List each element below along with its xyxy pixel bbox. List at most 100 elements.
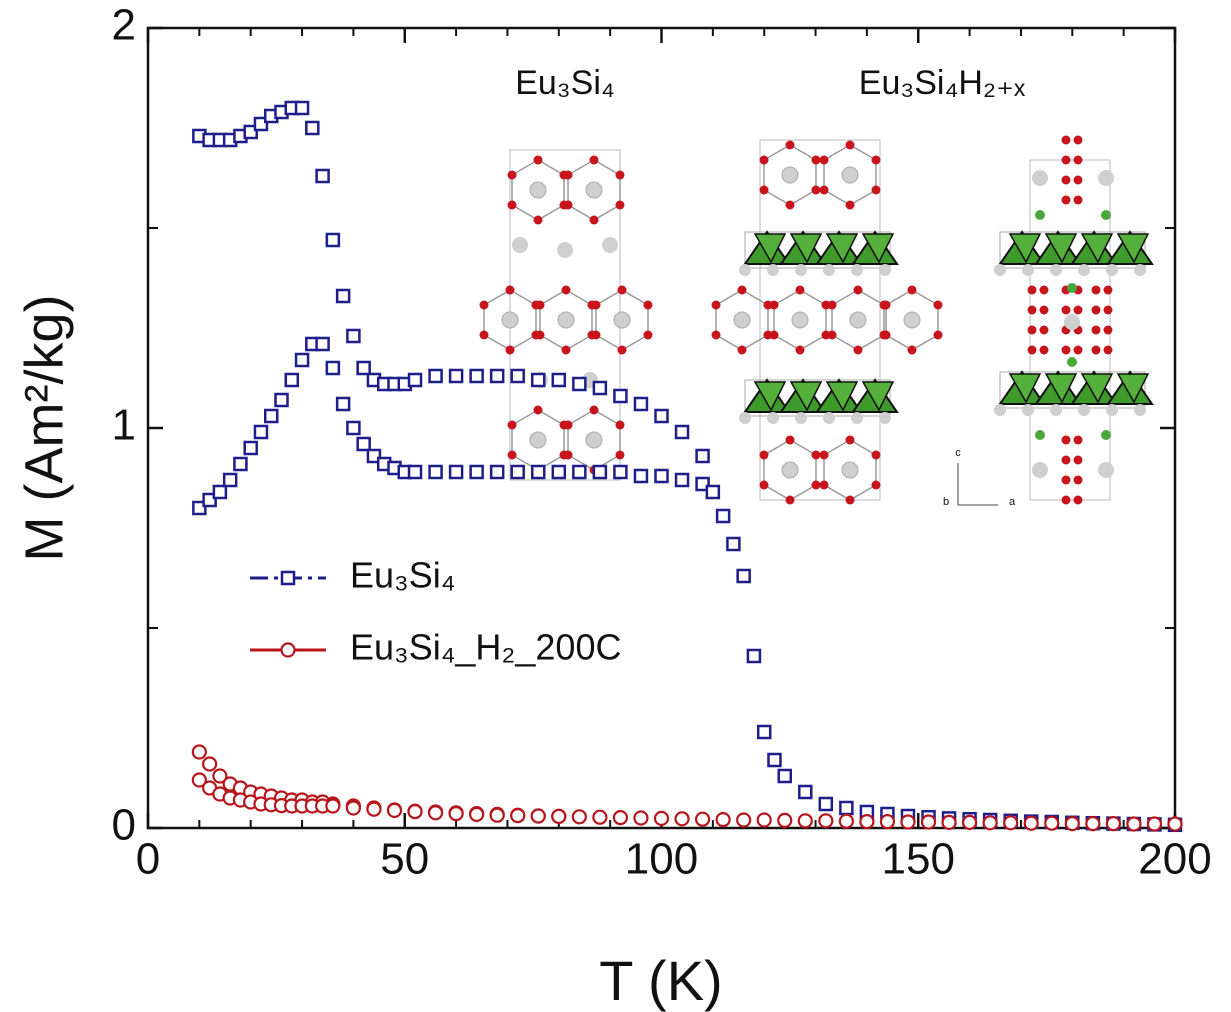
eu-atom — [767, 412, 779, 424]
eu-atom — [734, 312, 750, 328]
si-atom — [592, 331, 601, 340]
eu-atom — [994, 404, 1006, 416]
si-atom — [1092, 326, 1101, 335]
data-point — [634, 812, 647, 825]
si-atom — [506, 286, 515, 295]
si-atom — [564, 421, 573, 430]
si-atom — [508, 201, 517, 210]
si-atom — [1062, 476, 1071, 485]
si-atom — [562, 286, 571, 295]
data-point — [758, 726, 770, 738]
eu-atom — [792, 312, 808, 328]
si-atom — [846, 436, 855, 445]
data-point — [552, 810, 565, 823]
data-point — [717, 813, 730, 826]
eu-atom — [850, 312, 866, 328]
data-point — [409, 466, 421, 478]
eu-atom — [1078, 264, 1090, 276]
eu-atom — [1050, 404, 1062, 416]
x-tick-label: 100 — [625, 835, 698, 884]
data-point — [471, 370, 483, 382]
data-point — [511, 809, 524, 822]
data-point — [491, 809, 504, 822]
data-point — [450, 807, 463, 820]
eu-atom — [795, 264, 807, 276]
data-point — [727, 538, 739, 550]
data-point — [717, 510, 729, 522]
data-point — [799, 814, 812, 827]
si-atom — [1062, 156, 1071, 165]
legend-label: Eu₃Si₄_H₂_200C — [350, 627, 621, 668]
data-point — [697, 450, 709, 462]
h-atom — [1035, 430, 1045, 440]
eu-atom — [512, 237, 528, 253]
data-point — [276, 394, 288, 406]
si-atom — [796, 346, 805, 355]
si-atom — [590, 406, 599, 415]
data-point — [860, 815, 873, 828]
data-point — [358, 362, 370, 374]
data-point — [840, 815, 853, 828]
data-point — [388, 804, 401, 817]
data-point — [758, 814, 771, 827]
si-atom — [854, 286, 863, 295]
data-point — [327, 234, 339, 246]
si-atom — [760, 156, 769, 165]
eu-atom — [586, 182, 602, 198]
data-point — [1086, 817, 1099, 830]
x-tick-label: 0 — [136, 835, 160, 884]
data-point — [614, 466, 626, 478]
data-point — [840, 802, 852, 814]
y-tick-label: 0 — [112, 801, 136, 850]
si-atom — [882, 331, 891, 340]
si-atom — [1062, 306, 1071, 315]
si-atom — [562, 346, 571, 355]
eu-atom — [739, 412, 751, 424]
data-point — [224, 474, 236, 486]
eu-atom — [1134, 404, 1146, 416]
si-atom — [933, 331, 942, 340]
data-point — [1107, 817, 1120, 830]
data-point — [337, 290, 349, 302]
si-atom — [618, 286, 627, 295]
si-atom — [1092, 286, 1101, 295]
si-atom — [1028, 306, 1037, 315]
si-atom — [786, 496, 795, 505]
data-point — [984, 816, 997, 829]
si-atom — [871, 451, 880, 460]
eu-atom — [1050, 264, 1062, 276]
si-atom — [1074, 476, 1083, 485]
data-point — [922, 816, 935, 829]
si-atom — [811, 156, 820, 165]
si-atom — [508, 451, 517, 460]
si-atom — [506, 346, 515, 355]
si-atom — [1074, 196, 1083, 205]
si-atom — [1062, 436, 1071, 445]
h-atom — [1035, 210, 1045, 220]
eu-atom — [602, 237, 618, 253]
eu-atom — [879, 264, 891, 276]
si-atom — [1074, 176, 1083, 185]
si-atom — [1062, 456, 1071, 465]
data-point — [573, 378, 585, 390]
x-axis-label: T (K) — [599, 949, 722, 1012]
chart: T (K) M (Am²/kg) Eu₃Si₄Eu₃Si₄H₂₊ₓcba0501… — [0, 0, 1231, 1012]
si-atom — [820, 156, 829, 165]
si-atom — [618, 346, 627, 355]
si-atom — [534, 216, 543, 225]
data-point — [409, 374, 421, 386]
si-atom — [1074, 456, 1083, 465]
si-atom — [1074, 306, 1083, 315]
data-point — [748, 650, 760, 662]
data-point — [779, 770, 791, 782]
si-atom — [738, 286, 747, 295]
si-atom — [508, 171, 517, 180]
data-point — [203, 758, 216, 771]
data-point — [512, 466, 524, 478]
si-atom — [508, 421, 517, 430]
x-tick-label: 200 — [1138, 835, 1211, 884]
si-atom — [871, 481, 880, 490]
si-atom — [871, 156, 880, 165]
si-atom — [536, 331, 545, 340]
annotation: Eu₃Si₄ — [515, 64, 615, 102]
